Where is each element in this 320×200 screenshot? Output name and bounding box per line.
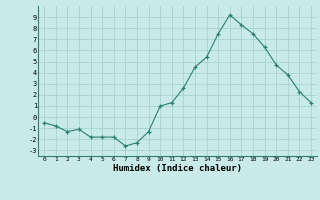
X-axis label: Humidex (Indice chaleur): Humidex (Indice chaleur) [113,164,242,173]
